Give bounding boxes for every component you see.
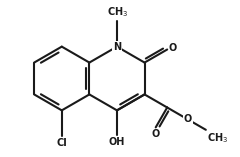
Text: CH$_3$: CH$_3$ bbox=[107, 5, 128, 19]
Text: N: N bbox=[113, 42, 121, 52]
Text: O: O bbox=[184, 114, 192, 125]
Text: Cl: Cl bbox=[56, 138, 67, 148]
Text: O: O bbox=[168, 43, 177, 53]
Text: OH: OH bbox=[109, 137, 125, 147]
Text: O: O bbox=[152, 129, 160, 139]
Text: CH$_3$: CH$_3$ bbox=[207, 131, 228, 145]
